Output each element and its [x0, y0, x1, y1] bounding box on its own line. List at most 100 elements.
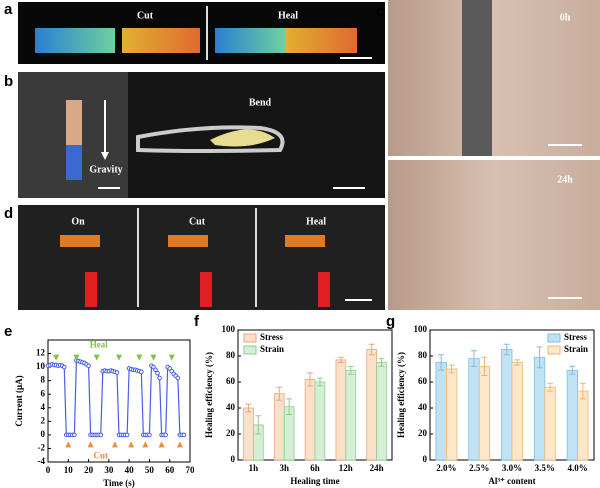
error-bar	[438, 354, 445, 371]
error-bar	[470, 350, 477, 367]
bar	[566, 369, 579, 461]
y-tick-label: 100	[414, 324, 428, 334]
strip	[60, 235, 100, 247]
y-axis-label: Current (μA)	[14, 375, 24, 426]
point	[98, 432, 104, 438]
arrow	[142, 441, 149, 448]
bar	[243, 407, 254, 461]
y-tick-label: 60	[418, 376, 428, 386]
legend-swatch	[547, 345, 561, 355]
bar	[273, 393, 285, 461]
arrow	[158, 441, 165, 448]
legend-label: Strain	[260, 344, 284, 354]
crack	[462, 0, 492, 156]
legend-label: Stress	[564, 332, 587, 342]
panel-label: g	[386, 313, 395, 330]
arrow	[87, 441, 94, 448]
x-tick-label: 12h	[339, 463, 353, 473]
strip	[285, 28, 357, 53]
photo	[388, 160, 600, 310]
y-tick-label: -4	[38, 456, 46, 466]
panel-label: e	[4, 323, 12, 340]
error-bar	[579, 382, 586, 400]
x-tick-label: 2.5%	[469, 463, 489, 473]
strip	[122, 28, 200, 53]
y-tick-label: 4	[41, 402, 46, 412]
arrow	[93, 354, 100, 361]
point	[72, 432, 77, 438]
caption: Bend	[249, 97, 272, 108]
x-axis-label: Healing time	[290, 476, 339, 486]
caption: 0h	[560, 12, 571, 23]
error-bar	[481, 356, 488, 376]
caption: Heal	[278, 10, 298, 21]
y-tick-label: 6	[41, 388, 46, 398]
error-bar	[316, 377, 323, 387]
point	[157, 375, 162, 381]
panel-label: a	[4, 1, 13, 18]
y-tick-label: 40	[226, 402, 236, 412]
x-tick-label: 50	[145, 465, 155, 475]
x-tick-label: 60	[165, 465, 175, 475]
bar	[445, 368, 458, 461]
arrow	[168, 354, 175, 361]
y-tick-label: 40	[418, 402, 428, 412]
arrow	[116, 354, 122, 361]
tweezers	[136, 125, 285, 153]
error-bar	[307, 372, 314, 387]
strip	[210, 129, 275, 147]
point	[147, 432, 152, 438]
y-tick-label: 80	[226, 350, 236, 360]
annotation: Heal	[90, 339, 108, 349]
bar	[511, 362, 523, 461]
y-axis-label: Healing efficiency (%)	[204, 352, 214, 438]
error-bar	[368, 343, 375, 356]
caption: On	[71, 216, 85, 227]
legend-swatch	[243, 345, 257, 355]
arrow	[65, 441, 72, 448]
y-tick-label: 80	[418, 350, 428, 360]
x-tick-label: 20	[84, 465, 94, 475]
arrow	[111, 441, 118, 448]
y-tick-label: 0	[41, 429, 46, 439]
error-bar	[448, 364, 455, 374]
bar	[544, 386, 556, 461]
bar	[376, 362, 387, 461]
caption: Heal	[306, 216, 326, 227]
caption: 24h	[557, 174, 573, 185]
x-tick-label: 3.0%	[502, 463, 522, 473]
arrow	[136, 354, 143, 361]
wire	[85, 272, 97, 307]
error-bar	[347, 365, 354, 375]
bar	[478, 365, 491, 461]
x-tick-label: 10	[64, 465, 74, 475]
x-tick-label: 70	[186, 465, 196, 475]
error-bar	[514, 359, 521, 366]
bar	[304, 378, 316, 461]
y-tick-label: 12	[36, 348, 46, 358]
y-tick-label: 0	[231, 454, 236, 464]
bar	[468, 358, 480, 461]
arrow	[176, 441, 183, 448]
point	[139, 369, 144, 375]
arrow	[128, 441, 135, 448]
legend-swatch	[243, 333, 257, 343]
strip	[35, 28, 115, 53]
y-tick-label: -2	[38, 443, 46, 453]
x-tick-label: 6h	[310, 463, 320, 473]
point	[163, 432, 168, 438]
error-bar	[245, 403, 252, 413]
point	[155, 370, 160, 376]
strip	[285, 235, 325, 247]
error-bar	[286, 398, 293, 415]
strip	[168, 235, 208, 247]
annotation: Cut	[93, 451, 108, 461]
strip	[66, 145, 82, 180]
point	[61, 364, 67, 370]
bar	[335, 359, 347, 461]
bar	[501, 349, 513, 461]
wire	[318, 272, 330, 307]
panel-label: b	[4, 73, 13, 90]
photo	[388, 0, 600, 156]
caption: Gravity	[89, 164, 122, 175]
